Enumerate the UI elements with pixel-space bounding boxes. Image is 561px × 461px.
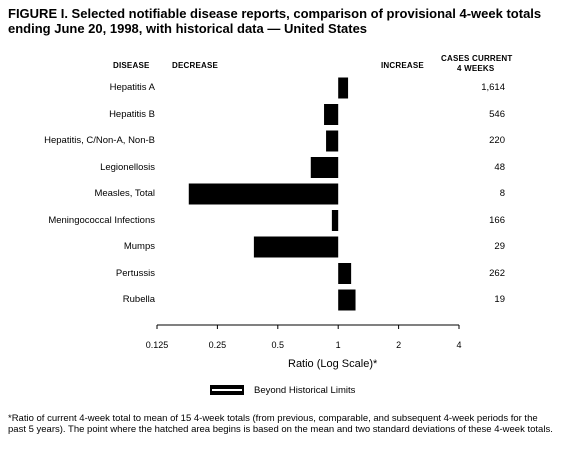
bar — [253, 236, 339, 258]
bar — [338, 77, 349, 99]
x-tick-label: 0.125 — [145, 340, 169, 350]
category-label: Mumps — [123, 241, 155, 252]
legend-swatch — [210, 385, 244, 395]
bar — [188, 183, 339, 205]
category-label: Hepatitis A — [109, 82, 155, 93]
cases-value: 48 — [494, 161, 505, 173]
cases-value: 220 — [489, 135, 505, 146]
header-disease: DISEASE — [113, 61, 150, 70]
x-tick-label: 2 — [396, 340, 402, 350]
cases-value: 262 — [489, 267, 505, 279]
header-decrease: DECREASE — [172, 61, 219, 70]
legend-label: Beyond Historical Limits — [254, 384, 356, 396]
bar — [310, 157, 339, 178]
bar — [324, 104, 339, 125]
bar — [326, 130, 339, 152]
header-cases-line1: CASES CURRENT — [441, 54, 513, 63]
cases-value: 8 — [499, 188, 505, 199]
footnote: *Ratio of current 4-week total to mean o… — [8, 413, 553, 435]
category-label: Pertussis — [115, 267, 155, 279]
cases-value: 19 — [494, 294, 505, 305]
category-label: Hepatitis B — [109, 108, 155, 120]
header-increase: INCREASE — [381, 61, 424, 70]
x-tick-label: 0.25 — [208, 340, 227, 350]
x-tick-label: 0.5 — [271, 340, 285, 350]
x-tick-label: 4 — [456, 340, 462, 350]
cases-value: 29 — [494, 241, 505, 252]
category-label: Rubella — [122, 294, 155, 305]
cases-value: 1,614 — [481, 82, 505, 93]
bar — [338, 263, 352, 284]
header-cases-line2: 4 WEEKS — [457, 64, 495, 73]
cases-value: 166 — [489, 214, 505, 226]
x-tick-label: 1 — [335, 340, 341, 350]
category-label: Legionellosis — [100, 161, 155, 173]
bar — [338, 289, 356, 311]
figure-title: FIGURE I. Selected notifiable disease re… — [8, 6, 542, 36]
cases-value: 546 — [489, 108, 505, 120]
category-label: Measles, Total — [94, 188, 155, 199]
category-label: Hepatitis, C/Non-A, Non-B — [44, 135, 155, 146]
legend: Beyond Historical Limits — [210, 383, 355, 397]
x-axis-label: Ratio (Log Scale)* — [288, 358, 378, 370]
category-label: Meningococcal Infections — [48, 214, 155, 226]
bar — [331, 210, 339, 231]
